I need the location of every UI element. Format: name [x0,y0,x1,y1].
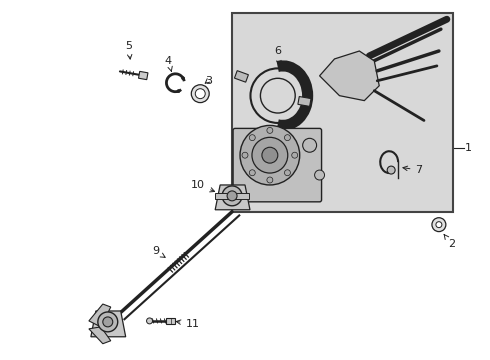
Circle shape [227,191,237,201]
Text: 11: 11 [176,319,199,329]
Circle shape [196,89,205,99]
Polygon shape [215,185,250,210]
Bar [215,193,249,199]
FancyBboxPatch shape [233,129,321,202]
Circle shape [240,125,300,185]
Circle shape [147,318,152,324]
Text: 10: 10 [191,180,215,192]
Bar [298,96,311,107]
Polygon shape [89,304,111,327]
Circle shape [242,152,248,158]
Circle shape [182,77,185,80]
Circle shape [303,138,317,152]
Circle shape [267,127,273,133]
Text: 1: 1 [465,143,472,153]
Circle shape [387,166,395,174]
Text: 6: 6 [274,46,281,65]
Text: 3: 3 [205,76,212,86]
Circle shape [103,317,113,327]
Text: 2: 2 [444,234,455,249]
Circle shape [285,170,291,176]
Text: 4: 4 [165,56,172,72]
Circle shape [191,85,209,103]
Circle shape [432,218,446,231]
Bar [235,71,248,82]
Bar [167,318,175,324]
Text: 5: 5 [125,41,132,59]
Circle shape [436,222,442,228]
Circle shape [249,135,255,141]
Circle shape [252,137,288,173]
Circle shape [249,170,255,176]
Circle shape [222,186,242,206]
Bar [232,13,453,212]
Circle shape [315,170,324,180]
Polygon shape [319,51,379,100]
Circle shape [177,90,180,93]
Text: 7: 7 [403,165,422,175]
Polygon shape [139,71,148,80]
Text: 9: 9 [152,247,165,257]
Circle shape [267,177,273,183]
Circle shape [262,147,278,163]
Polygon shape [89,327,111,344]
Circle shape [98,312,118,332]
Circle shape [285,135,291,141]
Circle shape [292,152,298,158]
Polygon shape [91,311,125,337]
